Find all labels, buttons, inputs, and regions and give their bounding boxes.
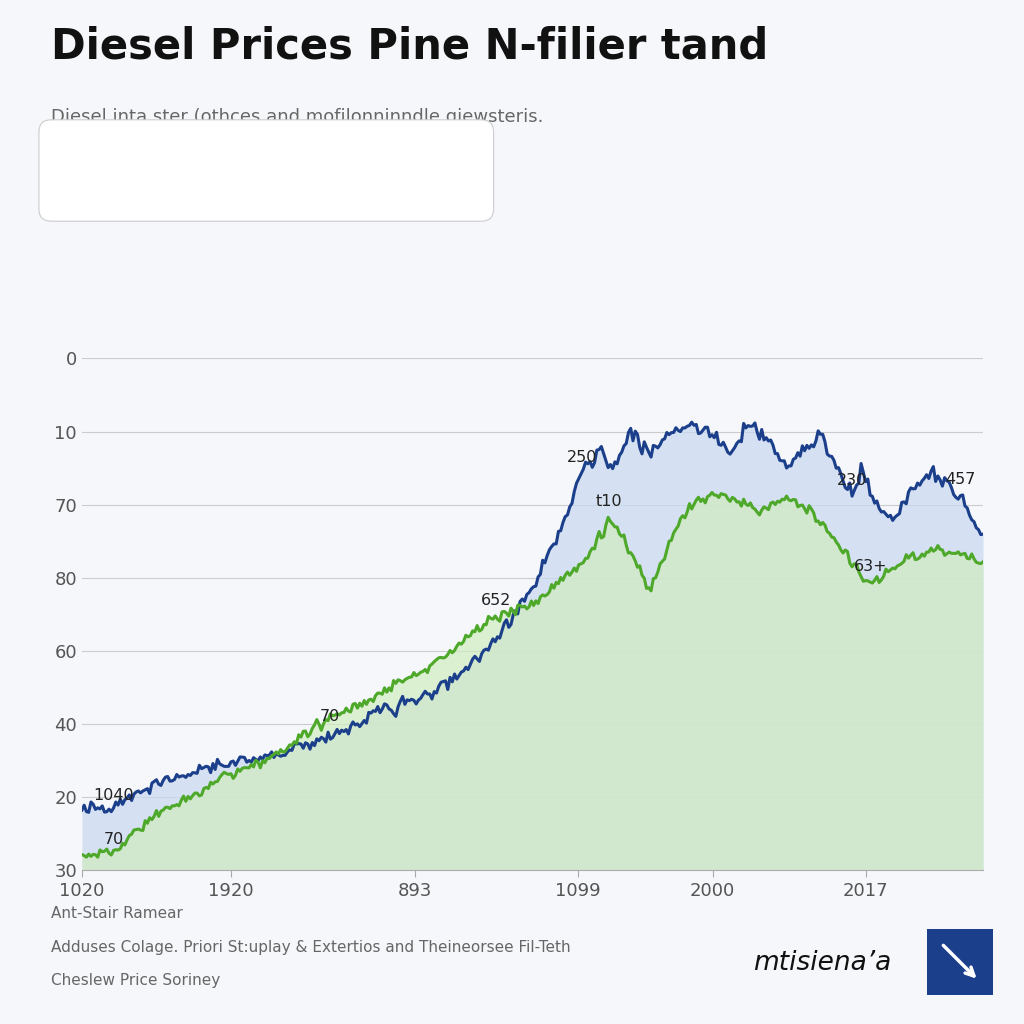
Text: 1040: 1040	[93, 788, 134, 804]
Text: Diesel Prices Pine N-filier tand: Diesel Prices Pine N-filier tand	[51, 26, 768, 68]
Text: 457: 457	[945, 472, 976, 487]
Text: 230: 230	[838, 473, 867, 487]
Text: t10: t10	[596, 494, 623, 509]
Text: 63+: 63+	[854, 559, 887, 573]
Text: 70: 70	[319, 709, 340, 724]
Text: Last 5 Years: Last 5 Years	[331, 161, 447, 179]
Text: Ant-Stair Ramear: Ant-Stair Ramear	[51, 906, 183, 922]
Text: mtisiena’a: mtisiena’a	[753, 949, 891, 976]
Text: Cheslew Price Soriney: Cheslew Price Soriney	[51, 973, 220, 988]
Text: 5 Years: 5 Years	[146, 161, 216, 179]
Text: 70: 70	[103, 831, 124, 847]
Text: Adduses Colage. Priori St:uplay & Extertios and Theineorsee Fil-Teth: Adduses Colage. Priori St:uplay & Extert…	[51, 940, 570, 955]
Text: 652: 652	[481, 593, 512, 607]
Text: ────: ────	[77, 163, 111, 177]
Text: ────: ────	[261, 163, 295, 177]
Text: 250: 250	[567, 451, 597, 465]
Text: Diesel inta ster (othces and mofilonninndle giewsteris.
National trend riser gal: Diesel inta ster (othces and mofilonninn…	[51, 108, 544, 152]
